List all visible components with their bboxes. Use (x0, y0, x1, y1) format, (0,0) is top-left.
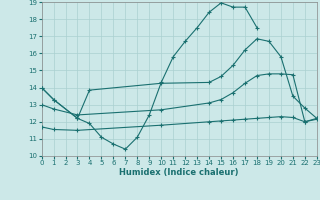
X-axis label: Humidex (Indice chaleur): Humidex (Indice chaleur) (119, 168, 239, 177)
